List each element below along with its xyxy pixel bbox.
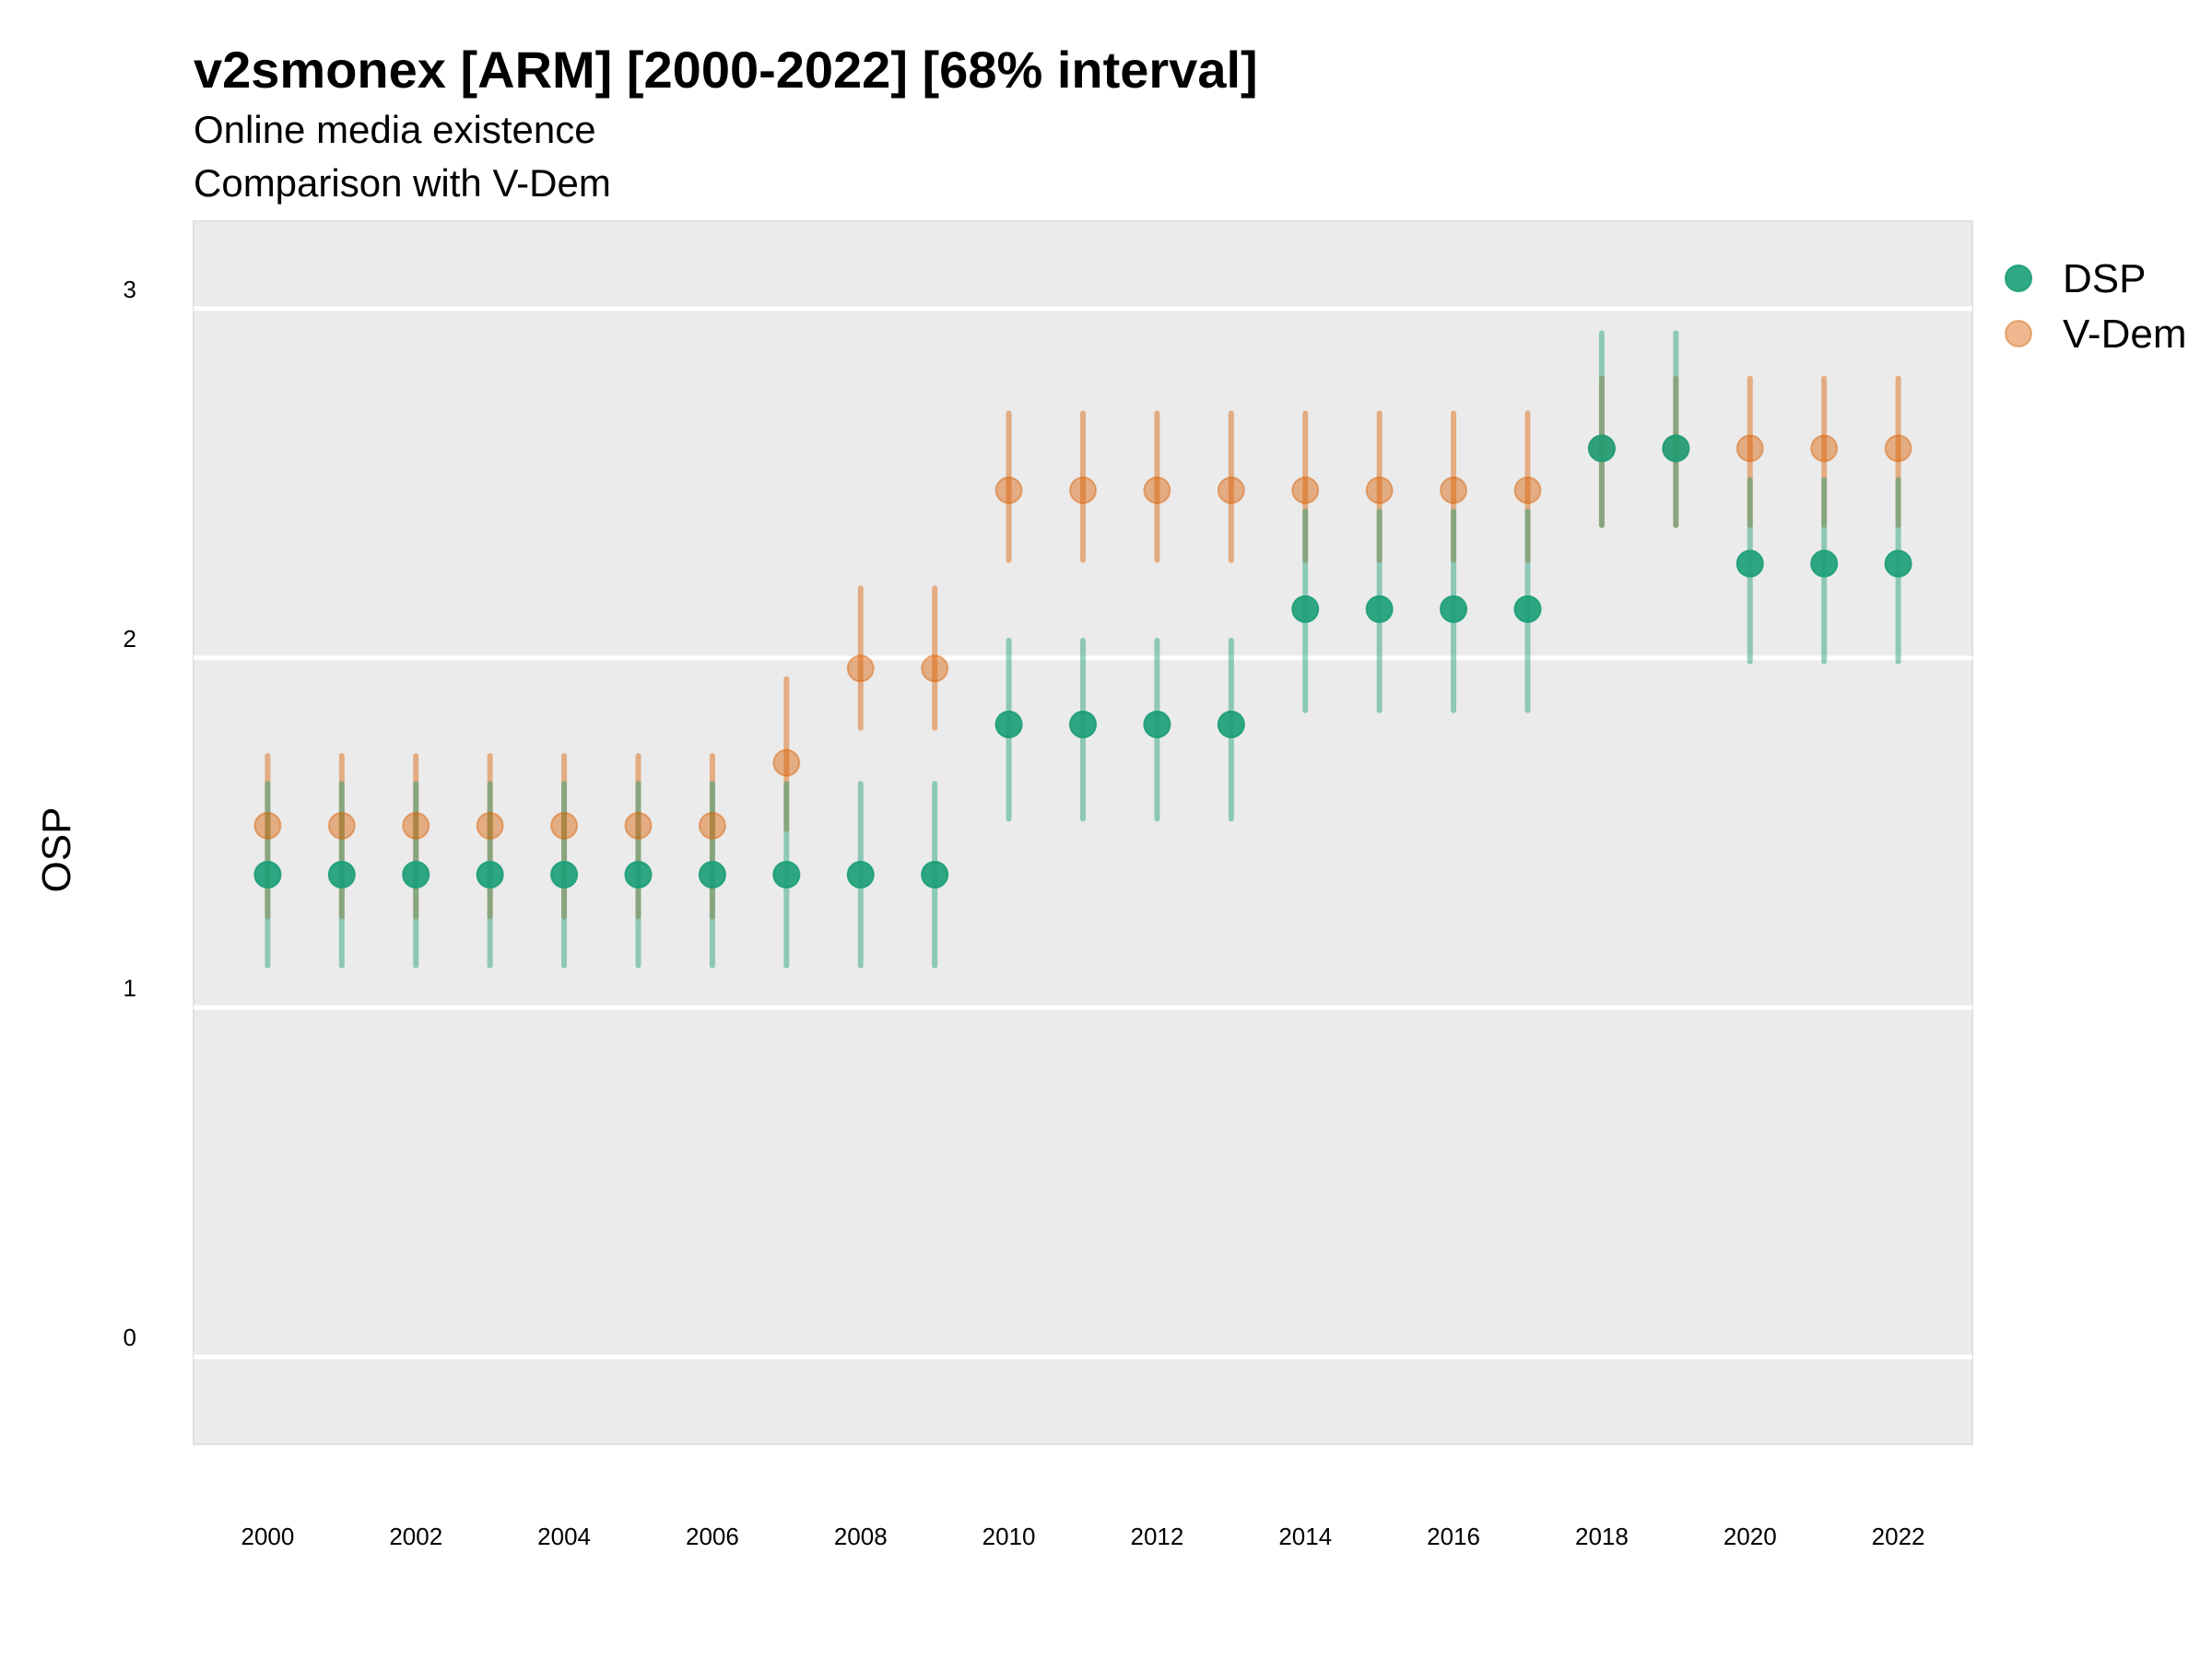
x-tick-label: 2014: [1278, 1523, 1332, 1550]
v-dem-point: [1884, 434, 1912, 463]
dsp-point: [1440, 594, 1468, 623]
v-dem-point: [1735, 434, 1764, 463]
x-tick-label: 2000: [241, 1523, 294, 1550]
v-dem-point: [1291, 476, 1320, 504]
v-dem-point: [550, 811, 579, 840]
x-tick-label: 2010: [982, 1523, 1036, 1550]
y-axis-label: OSP: [34, 807, 79, 893]
x-tick-label: 2004: [537, 1523, 591, 1550]
dsp-point: [1513, 594, 1542, 623]
x-tick-label: 2020: [1724, 1523, 1777, 1550]
dsp-point: [402, 860, 430, 888]
legend-label-v-dem: V-Dem: [2063, 312, 2186, 357]
dsp-point: [1884, 549, 1912, 578]
x-tick-label: 2018: [1575, 1523, 1629, 1550]
y-tick-label: 1: [124, 974, 136, 1002]
x-tick-label: 2012: [1130, 1523, 1183, 1550]
v-dem-point: [1069, 476, 1097, 504]
y-tick-label: 3: [124, 276, 136, 303]
x-tick-label: 2006: [686, 1523, 739, 1550]
x-tick-label: 2022: [1872, 1523, 1925, 1550]
chart-title: v2smonex [ARM] [2000-2022] [68% interval…: [194, 41, 1258, 99]
legend-key-dsp: [2005, 265, 2032, 292]
legend-label-dsp: DSP: [2063, 256, 2146, 301]
v-dem-point: [1440, 476, 1468, 504]
v-dem-point: [994, 476, 1023, 504]
chart-subtitle-line-2: Comparison with V-Dem: [194, 161, 611, 205]
dsp-point: [1735, 549, 1764, 578]
plot-panel: [193, 220, 1973, 1445]
dsp-point: [550, 860, 579, 888]
dsp-point: [1291, 594, 1320, 623]
x-tick-label: 2008: [834, 1523, 888, 1550]
v-dem-point: [402, 811, 430, 840]
dsp-point: [1143, 710, 1171, 738]
chart-subtitle-line-1: Online media existence: [194, 108, 596, 151]
dsp-point: [327, 860, 356, 888]
dsp-point: [624, 860, 653, 888]
v-dem-point: [624, 811, 653, 840]
dsp-point: [846, 860, 875, 888]
v-dem-point: [327, 811, 356, 840]
v-dem-point: [253, 811, 282, 840]
v-dem-point: [1365, 476, 1394, 504]
dsp-point: [476, 860, 504, 888]
dsp-point: [921, 860, 949, 888]
y-tick-label: 0: [124, 1324, 136, 1351]
x-tick-label: 2016: [1427, 1523, 1480, 1550]
dsp-point: [1662, 434, 1690, 463]
dsp-point: [698, 860, 726, 888]
v-dem-point: [846, 654, 875, 683]
x-tick-label: 2002: [389, 1523, 442, 1550]
v-dem-point: [1217, 476, 1245, 504]
v-dem-point: [1513, 476, 1542, 504]
dsp-point: [772, 860, 801, 888]
legend: DSP V-Dem: [2005, 256, 2186, 357]
y-tick-label: 2: [124, 625, 136, 653]
dsp-point: [1365, 594, 1394, 623]
dsp-point: [253, 860, 282, 888]
dsp-point: [1810, 549, 1839, 578]
v-dem-point: [772, 748, 801, 777]
v-dem-point: [698, 811, 726, 840]
dsp-point: [1587, 434, 1616, 463]
v-dem-point: [1143, 476, 1171, 504]
v-dem-point: [921, 654, 949, 683]
dsp-point: [1217, 710, 1245, 738]
v-dem-point: [476, 811, 504, 840]
dsp-point: [994, 710, 1023, 738]
dsp-point: [1069, 710, 1097, 738]
v-dem-point: [1810, 434, 1839, 463]
legend-key-v-dem: [2005, 320, 2032, 347]
